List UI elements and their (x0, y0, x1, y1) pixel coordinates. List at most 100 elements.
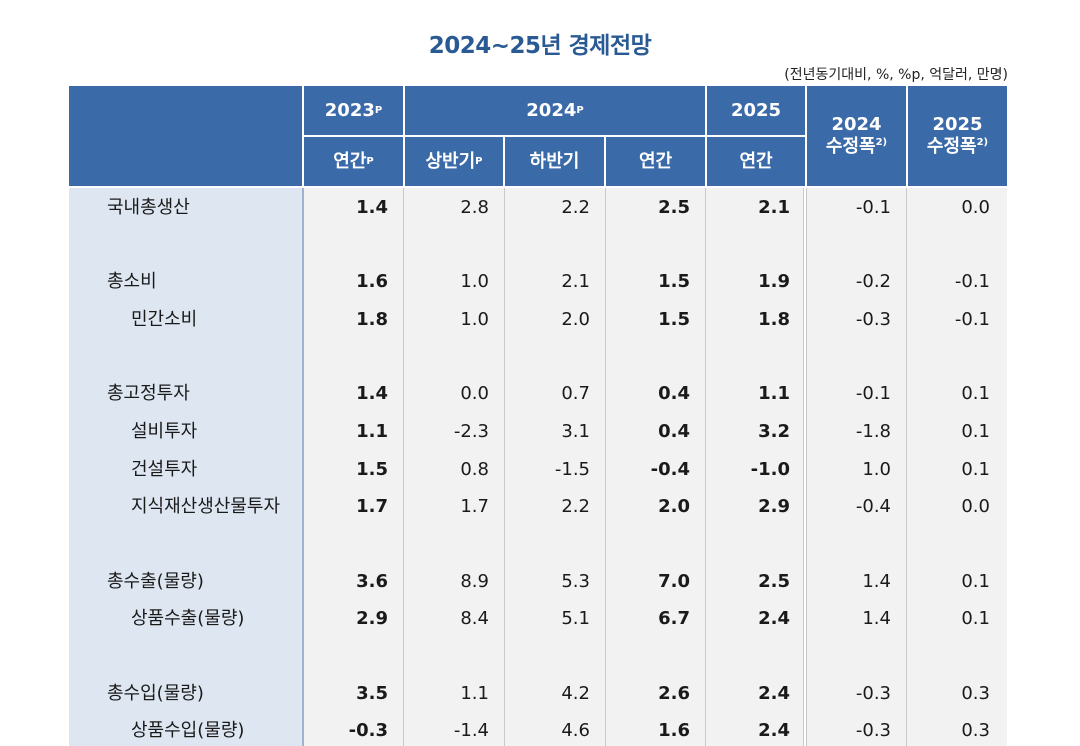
cell-value: 1.4 (862, 571, 891, 592)
cell-value: 1.5 (658, 271, 690, 292)
cell-value: 1.0 (862, 459, 891, 480)
table-row: 지식재산생산물투자 1.7 1.7 2.2 2.0 2.9 -0.4 0.0 (69, 492, 1007, 522)
cell-value: 0.4 (658, 421, 690, 442)
column-rule (504, 188, 505, 746)
header-annual-2024-label: 연간 (638, 150, 673, 172)
cell-value: -0.4 (650, 459, 690, 480)
row-label: 총소비 (107, 271, 157, 292)
header-2025-label: 2025 (730, 100, 782, 121)
cell-value: 2.2 (561, 197, 590, 218)
header-h1-label: 상반기 (425, 150, 476, 172)
cell-value: 0.1 (961, 608, 990, 629)
cell-value: -1.0 (750, 459, 790, 480)
cell-value: 1.6 (658, 720, 690, 741)
cell-value: 2.4 (758, 683, 790, 704)
cell-value: 0.0 (460, 383, 489, 404)
cell-value: 2.9 (356, 608, 388, 629)
cell-value: -0.1 (954, 271, 990, 292)
header-h2-label: 하반기 (529, 150, 580, 172)
table-row: 국내총생산 1.4 2.8 2.2 2.5 2.1 -0.1 0.0 (69, 193, 1007, 223)
row-label: 총고정투자 (107, 383, 190, 404)
cell-value: -0.1 (954, 309, 990, 330)
cell-value: 2.5 (658, 197, 690, 218)
table-row: 총수입(물량) 3.5 1.1 4.2 2.6 2.4 -0.3 0.3 (69, 679, 1007, 709)
header-rev2025-label: 수정폭 (926, 136, 977, 157)
cell-value: -0.1 (855, 383, 891, 404)
row-label: 상품수입(물량) (131, 720, 245, 741)
cell-value: 1.1 (460, 683, 489, 704)
cell-value: 3.6 (356, 571, 388, 592)
cell-value: -0.4 (855, 496, 891, 517)
cell-value: 1.0 (460, 271, 489, 292)
cell-value: 1.4 (356, 197, 388, 218)
table-row: 설비투자 1.1 -2.3 3.1 0.4 3.2 -1.8 0.1 (69, 417, 1007, 447)
cell-value: 1.0 (460, 309, 489, 330)
header-rev2025-year: 2025 (932, 114, 983, 135)
cell-value: 1.4 (862, 608, 891, 629)
cell-value: 0.0 (961, 496, 990, 517)
header-divider (503, 136, 505, 186)
cell-value: 0.3 (961, 720, 990, 741)
row-label-column (69, 188, 302, 746)
cell-value: -1.4 (453, 720, 489, 741)
header-rev2024-year: 2024 (831, 114, 882, 135)
header-divider (604, 136, 606, 186)
cell-value: -2.3 (453, 421, 489, 442)
cell-value: 2.4 (758, 720, 790, 741)
cell-value: 1.5 (658, 309, 690, 330)
table-row: 총수출(물량) 3.6 8.9 5.3 7.0 2.5 1.4 0.1 (69, 567, 1007, 597)
row-label: 총수입(물량) (107, 683, 204, 704)
column-rule (605, 188, 606, 746)
header-annual-2023: 연간 P (333, 150, 374, 172)
unit-note: (전년동기대비, %, %p, 억달러, 만명) (784, 67, 1008, 83)
cell-value: -1.8 (855, 421, 891, 442)
header-annual-2023-label: 연간 (333, 150, 367, 172)
cell-value: 3.5 (356, 683, 388, 704)
cell-value: -1.5 (554, 459, 590, 480)
header-2023-label: 2023 (324, 100, 375, 121)
cell-value: 4.6 (561, 720, 590, 741)
cell-value: 1.1 (356, 421, 388, 442)
cell-value: 1.4 (356, 383, 388, 404)
header-h2: 하반기 (505, 137, 604, 186)
cell-value: 2.9 (758, 496, 790, 517)
cell-value: 1.6 (356, 271, 388, 292)
cell-value: 0.3 (961, 683, 990, 704)
header-2024-label: 2024 (526, 100, 577, 121)
cell-value: -0.3 (348, 720, 388, 741)
header-h1: 상반기 P (425, 150, 483, 172)
cell-value: 0.8 (460, 459, 489, 480)
row-label: 국내총생산 (107, 197, 190, 218)
cell-value: 0.7 (561, 383, 590, 404)
cell-value: 2.1 (758, 197, 790, 218)
column-rule (705, 188, 706, 746)
row-label: 민간소비 (131, 309, 198, 330)
table-body (304, 188, 1007, 746)
cell-value: 0.1 (961, 571, 990, 592)
table-row: 총소비 1.6 1.0 2.1 1.5 1.9 -0.2 -0.1 (69, 267, 1007, 297)
header-2025: 2025 (707, 86, 805, 136)
cell-value: 1.1 (758, 383, 790, 404)
cell-value: 8.9 (460, 571, 489, 592)
cell-value: 2.4 (758, 608, 790, 629)
cell-value: 0.1 (961, 383, 990, 404)
row-label: 총수출(물량) (107, 571, 204, 592)
cell-value: 1.8 (356, 309, 388, 330)
page-title: 2024~25년 경제전망 (428, 33, 652, 59)
cell-value: 6.7 (658, 608, 690, 629)
header-2023: 2023 P (324, 100, 383, 121)
cell-value: 3.2 (758, 421, 790, 442)
cell-value: 2.2 (561, 496, 590, 517)
header-divider (303, 135, 806, 137)
table-row: 건설투자 1.5 0.8 -1.5 -0.4 -1.0 1.0 0.1 (69, 455, 1007, 485)
cell-value: 5.1 (561, 608, 590, 629)
header-divider (805, 86, 807, 186)
cell-value: -0.2 (855, 271, 891, 292)
header-2024: 2024 P (526, 100, 584, 121)
cell-value: 0.1 (961, 421, 990, 442)
cell-value: 2.1 (561, 271, 590, 292)
row-label: 건설투자 (131, 459, 198, 480)
cell-value: 0.1 (961, 459, 990, 480)
header-rev2024-label: 수정폭 (825, 136, 876, 157)
cell-value: 1.5 (356, 459, 388, 480)
